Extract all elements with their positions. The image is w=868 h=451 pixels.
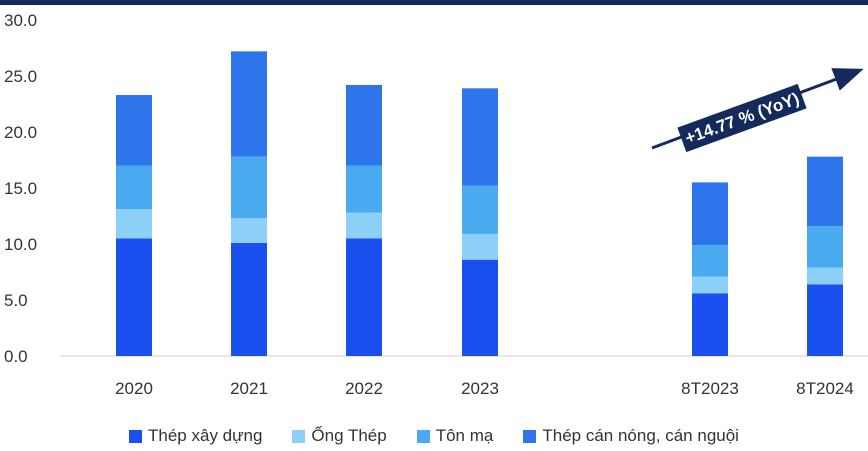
legend-item: Thép cán nóng, cán nguội: [523, 426, 739, 446]
top-accent-bar: [0, 0, 868, 5]
bar-segment: [231, 242, 267, 356]
bar-segment: [692, 182, 728, 246]
bar-segment: [346, 238, 382, 356]
legend-item: Thép xây dựng: [129, 426, 262, 446]
legend-swatch: [129, 429, 143, 443]
bar-segment: [807, 156, 843, 227]
annotation-label: +14.77 % (YoY): [682, 89, 801, 148]
bar-segment: [462, 259, 498, 356]
bar-segment: [462, 233, 498, 260]
bar-segment: [116, 238, 152, 356]
stacked-bar-chart: 0.0 5.0 10.0 15.0 20.0 25.0 30.0 2020 2021 2022 2…: [4, 11, 868, 398]
bar-segment: [692, 276, 728, 294]
legend-item: Tôn mạ: [416, 426, 494, 446]
chart-legend: Thép xây dựng Ống Thép Tôn mạ Thép cán nóng…: [0, 426, 868, 446]
annotation-box: [677, 83, 807, 153]
bar-segment: [231, 156, 267, 219]
legend-swatch: [416, 429, 430, 443]
y-tick-label: 30.0: [4, 11, 37, 30]
x-tick-label: 8T2024: [796, 379, 854, 398]
bar-segment: [692, 245, 728, 277]
bar-segment: [346, 165, 382, 213]
x-tick-label: 2022: [345, 379, 383, 398]
legend-label: Tôn mạ: [435, 426, 494, 445]
legend-swatch: [292, 429, 306, 443]
bar-segment: [462, 185, 498, 234]
y-tick-label: 10.0: [4, 235, 37, 254]
y-tick-label: 20.0: [4, 123, 37, 142]
yoy-annotation: +14.77 % (YoY): [651, 68, 864, 153]
bar-segment: [807, 226, 843, 268]
legend-label: Thép xây dựng: [148, 426, 263, 445]
legend-label: Thép cán nóng, cán nguội: [542, 426, 739, 445]
bar-segment: [116, 165, 152, 210]
bar-segment: [116, 95, 152, 166]
bar-segment: [692, 293, 728, 356]
bar-segment: [346, 84, 382, 166]
legend-swatch: [523, 429, 537, 443]
legend-label: Ống Thép: [311, 426, 387, 445]
x-tick-label: 2023: [461, 379, 499, 398]
y-tick-label: 25.0: [4, 67, 37, 86]
bar-segment: [807, 267, 843, 285]
bar-segment: [807, 284, 843, 356]
x-tick-label: 2020: [115, 379, 153, 398]
bar-segment: [462, 88, 498, 186]
bar-segment: [231, 218, 267, 243]
y-tick-label: 15.0: [4, 179, 37, 198]
y-tick-label: 5.0: [4, 291, 28, 310]
bar-segment: [346, 212, 382, 239]
legend-item: Ống Thép: [292, 426, 387, 446]
bar-segment: [116, 209, 152, 239]
x-tick-label: 8T2023: [681, 379, 739, 398]
y-tick-label: 0.0: [4, 347, 28, 366]
x-tick-label: 2021: [230, 379, 268, 398]
bar-segment: [231, 51, 267, 157]
